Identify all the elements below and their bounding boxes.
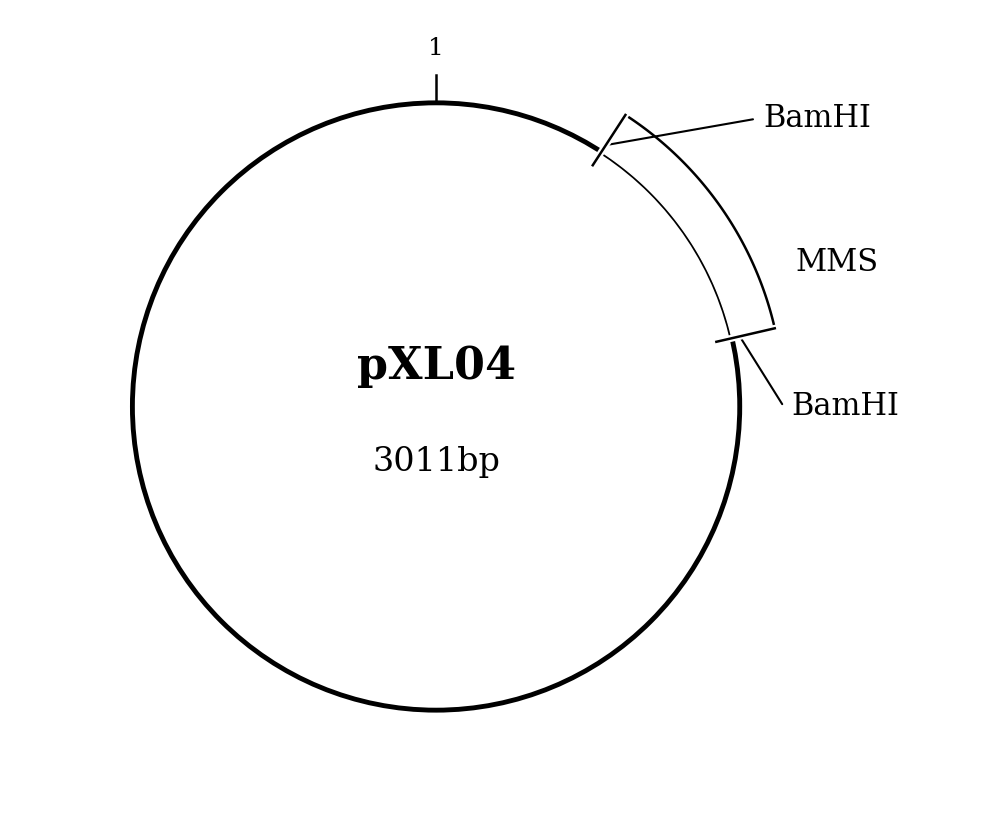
Text: 3011bp: 3011bp <box>372 446 500 478</box>
Text: MMS: MMS <box>796 247 879 278</box>
Text: 1: 1 <box>428 37 444 60</box>
Text: BamHI: BamHI <box>792 391 900 422</box>
Text: BamHI: BamHI <box>764 103 872 134</box>
Polygon shape <box>601 115 775 338</box>
Text: pXL04: pXL04 <box>357 345 516 388</box>
